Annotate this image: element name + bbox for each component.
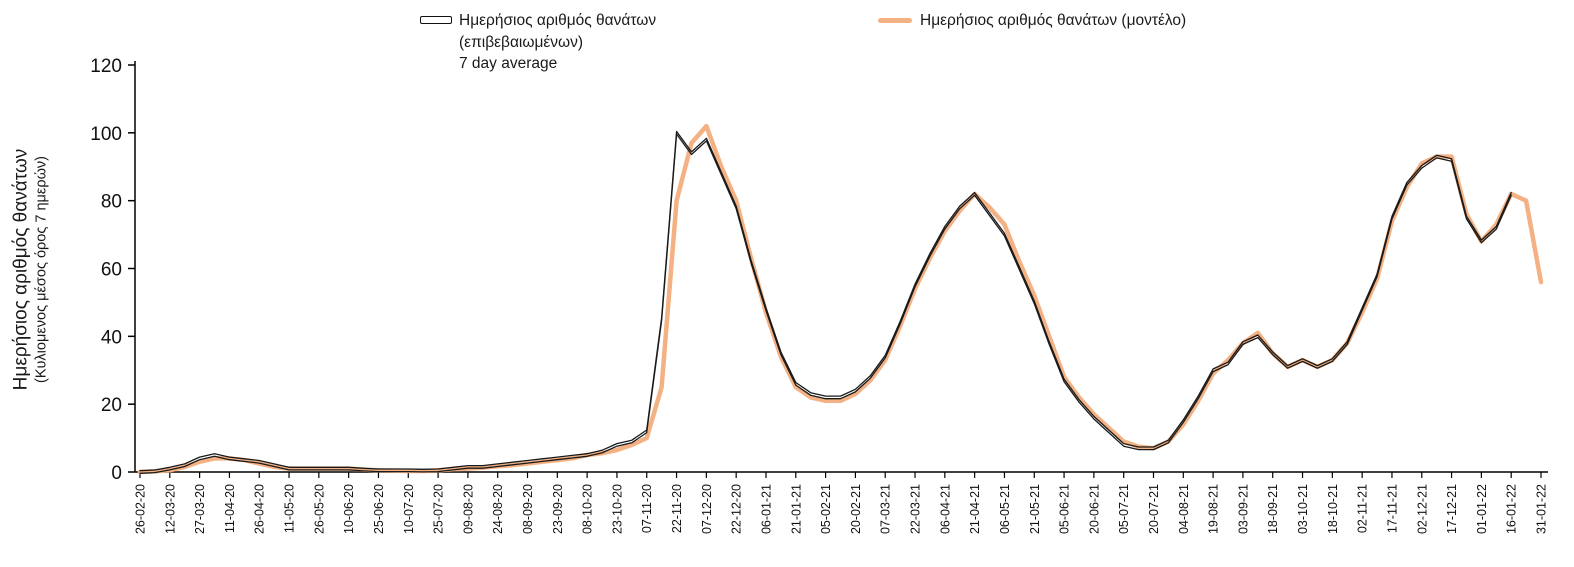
y-axis-title: Ημερήσιος αριθμός θανάτων (Κυλιομενος μέ…: [11, 85, 50, 455]
svg-text:0: 0: [111, 463, 122, 484]
svg-text:18-09-21: 18-09-21: [1266, 484, 1280, 534]
svg-text:05-02-21: 05-02-21: [819, 484, 833, 534]
legend-item-confirmed: Ημερήσιος αριθμός θανάτων (επιβεβαιωμένω…: [420, 10, 656, 75]
svg-text:12-03-20: 12-03-20: [163, 484, 177, 534]
svg-text:01-01-22: 01-01-22: [1475, 484, 1489, 534]
legend-label-confirmed: Ημερήσιος αριθμός θανάτων (επιβεβαιωμένω…: [459, 10, 656, 75]
svg-text:23-10-20: 23-10-20: [610, 484, 624, 534]
svg-text:26-04-20: 26-04-20: [253, 484, 267, 534]
svg-text:11-05-20: 11-05-20: [283, 484, 297, 533]
svg-text:10-06-20: 10-06-20: [342, 484, 356, 534]
svg-text:25-06-20: 25-06-20: [372, 484, 386, 534]
svg-text:08-09-20: 08-09-20: [521, 484, 535, 534]
svg-text:20-06-21: 20-06-21: [1087, 484, 1101, 534]
svg-text:07-03-21: 07-03-21: [879, 484, 893, 534]
svg-text:120: 120: [90, 56, 122, 77]
svg-text:21-04-21: 21-04-21: [968, 484, 982, 534]
svg-text:06-04-21: 06-04-21: [938, 484, 952, 534]
svg-text:31-01-22: 31-01-22: [1535, 484, 1549, 534]
y-axis-title-sub: (Κυλιομενος μέσος όρος 7 ημερών): [33, 156, 50, 383]
legend-label-confirmed-line2: (επιβεβαιωμένων): [459, 33, 584, 51]
svg-text:10-07-20: 10-07-20: [402, 484, 416, 534]
svg-text:22-03-21: 22-03-21: [909, 484, 923, 534]
legend-label-confirmed-line1: Ημερήσιος αριθμός θανάτων: [459, 12, 657, 29]
svg-text:23-09-20: 23-09-20: [551, 484, 565, 534]
svg-text:16-01-22: 16-01-22: [1505, 484, 1519, 534]
svg-text:05-07-21: 05-07-21: [1117, 484, 1131, 534]
legend-label-model-line1: Ημερήσιος αριθμός θανάτων (μοντέλο): [920, 12, 1187, 29]
svg-text:09-08-20: 09-08-20: [461, 484, 475, 534]
svg-text:20-07-21: 20-07-21: [1147, 484, 1161, 534]
svg-text:03-10-21: 03-10-21: [1296, 484, 1310, 534]
svg-text:04-08-21: 04-08-21: [1177, 484, 1191, 534]
svg-text:80: 80: [101, 192, 122, 213]
svg-text:08-10-20: 08-10-20: [581, 484, 595, 534]
model-line-marker-icon: [878, 18, 912, 23]
svg-text:06-05-21: 06-05-21: [998, 484, 1012, 534]
legend-label-model: Ημερήσιος αριθμός θανάτων (μοντέλο): [920, 10, 1186, 32]
svg-text:40: 40: [101, 327, 122, 348]
svg-text:26-02-20: 26-02-20: [134, 484, 148, 534]
svg-text:24-08-20: 24-08-20: [491, 484, 505, 534]
y-axis-title-main: Ημερήσιος αριθμός θανάτων: [10, 148, 32, 391]
svg-text:27-03-20: 27-03-20: [193, 484, 207, 534]
svg-text:100: 100: [90, 124, 122, 145]
svg-text:02-11-21: 02-11-21: [1356, 484, 1370, 533]
svg-text:25-07-20: 25-07-20: [432, 484, 446, 534]
legend-label-confirmed-line3: 7 day average: [459, 55, 558, 73]
svg-text:06-01-21: 06-01-21: [759, 484, 773, 534]
svg-text:22-12-20: 22-12-20: [730, 484, 744, 534]
svg-text:20: 20: [101, 395, 122, 416]
legend-item-model: Ημερήσιος αριθμός θανάτων (μοντέλο): [878, 10, 1186, 32]
svg-text:19-08-21: 19-08-21: [1207, 484, 1221, 534]
svg-text:03-09-21: 03-09-21: [1236, 484, 1250, 534]
svg-text:05-06-21: 05-06-21: [1058, 484, 1072, 534]
svg-text:07-11-20: 07-11-20: [640, 484, 654, 533]
svg-text:11-04-20: 11-04-20: [223, 484, 237, 533]
svg-text:26-05-20: 26-05-20: [312, 484, 326, 534]
svg-text:07-12-20: 07-12-20: [700, 484, 714, 534]
confirmed-line-marker-icon: [420, 16, 452, 24]
svg-text:22-11-20: 22-11-20: [670, 484, 684, 533]
svg-text:17-12-21: 17-12-21: [1445, 484, 1459, 534]
svg-text:20-02-21: 20-02-21: [849, 484, 863, 534]
svg-text:21-05-21: 21-05-21: [1028, 484, 1042, 534]
svg-text:17-11-21: 17-11-21: [1385, 484, 1399, 533]
legend: Ημερήσιος αριθμός θανάτων (επιβεβαιωμένω…: [0, 6, 1574, 86]
svg-text:02-12-21: 02-12-21: [1415, 484, 1429, 534]
svg-text:21-01-21: 21-01-21: [789, 484, 803, 534]
svg-text:18-10-21: 18-10-21: [1326, 484, 1340, 534]
svg-text:60: 60: [101, 260, 122, 281]
